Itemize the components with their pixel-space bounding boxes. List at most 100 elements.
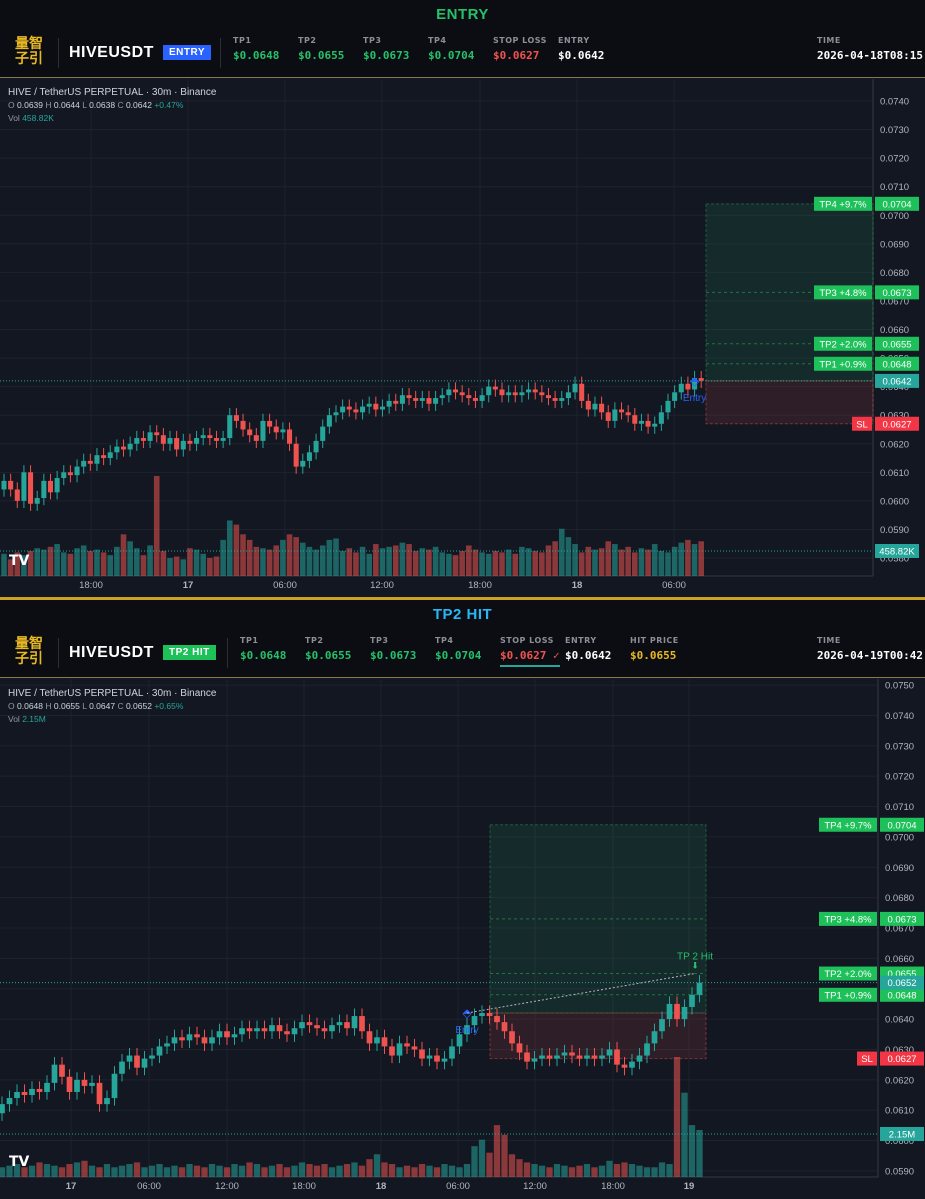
volume-bar: [446, 553, 452, 576]
field-time: TIME 2026-04-19T00:42: [817, 636, 923, 662]
price-tag-sl: [880, 1051, 924, 1066]
volume-bar: [120, 534, 127, 576]
candle: [471, 1016, 478, 1026]
volume-bar: [246, 539, 253, 576]
volume-bar: [246, 1162, 253, 1177]
volume-bar: [34, 548, 40, 576]
field-tp3: TP3 $0.0673: [363, 36, 410, 62]
candle: [439, 395, 445, 399]
y-tick-label: 0.0620: [880, 439, 909, 450]
volume-bar: [399, 542, 406, 576]
price-chart-entry[interactable]: 0.0580 0.0590 0.0600 0.0610 0.0620 0.0630 0.06…: [0, 79, 925, 598]
y-tick-label: 0.0730: [885, 741, 914, 752]
chart-svg[interactable]: 0.0590 0.0600 0.0610 0.0620 0.0630 0.0640 0.06…: [0, 679, 925, 1199]
volume-bar: [658, 1162, 666, 1177]
volume-bar: [538, 1165, 546, 1177]
candle: [576, 1055, 583, 1059]
volume-bar: [306, 546, 313, 576]
price-tag-tp4: [875, 196, 919, 211]
candle: [141, 1058, 148, 1068]
y-tick-label: 0.0670: [885, 924, 914, 935]
price-tag-text: 0.0704: [882, 199, 911, 210]
level-tag-text: TP3 +4.8%: [824, 914, 872, 925]
x-tick-label: 12:00: [215, 1181, 239, 1192]
volume-bar: [261, 1167, 268, 1177]
volume-bar: [160, 551, 167, 576]
volume-bar: [472, 549, 479, 576]
volume-bar: [478, 1139, 486, 1177]
volume-bar: [373, 1154, 381, 1177]
price-tag-tp1: [875, 356, 919, 371]
volume-bar: [220, 539, 226, 576]
x-tick-label: 18: [572, 580, 583, 591]
candle: [94, 455, 100, 464]
volume-bar: [396, 1167, 403, 1177]
x-tick-label: 12:00: [523, 1181, 547, 1192]
candle: [512, 392, 518, 396]
candle: [499, 389, 505, 396]
candle: [572, 383, 578, 393]
candle: [506, 392, 512, 396]
volume-bar: [60, 552, 67, 576]
price-tag-tp2: [875, 336, 919, 351]
volume-bar: [628, 1164, 636, 1177]
candle: [492, 386, 498, 390]
level-tag-sl: [852, 416, 872, 431]
candle: [692, 378, 698, 390]
chart-legend: HIVE / TetherUS PERPETUAL · 30m · Binanc…: [8, 687, 216, 726]
volume-bar: [291, 1165, 298, 1177]
volume-bar: [433, 1167, 441, 1177]
x-tick-label: 18:00: [468, 580, 492, 591]
candle: [201, 1037, 208, 1044]
y-tick-label: 0.0680: [885, 893, 914, 904]
candle: [379, 406, 386, 410]
volume-bar: [606, 1160, 613, 1177]
volume-bar: [156, 1164, 163, 1177]
level-tag-tp2: [814, 336, 872, 351]
price-chart-tp2-hit[interactable]: 0.0590 0.0600 0.0610 0.0620 0.0630 0.0640 0.06…: [0, 679, 925, 1199]
candle: [524, 1052, 530, 1062]
price-tag-text: 0.0673: [882, 288, 911, 299]
volume-bar: [585, 546, 592, 576]
field-tp1: TP1 $0.0648: [233, 36, 280, 62]
volume-bar: [300, 542, 306, 576]
level-tag-text: SL: [861, 1054, 873, 1065]
volume-bar: [286, 534, 293, 576]
candle: [171, 1037, 178, 1044]
candle: [299, 1022, 305, 1029]
volume-bar: [231, 1164, 238, 1177]
candle: [381, 1037, 388, 1047]
volume-bar: [107, 555, 114, 576]
candle: [269, 1025, 275, 1032]
candle: [689, 994, 695, 1007]
price-tag-sl: [875, 416, 919, 431]
volume-bar: [598, 548, 605, 576]
candle: [14, 489, 20, 501]
candle: [207, 435, 213, 439]
candle: [240, 420, 246, 430]
candle: [21, 1091, 28, 1096]
last-price-tag: [880, 975, 924, 990]
volume-bar: [441, 1164, 448, 1177]
y-tick-label: 0.0600: [885, 1136, 914, 1147]
candle: [154, 432, 160, 436]
level-tag-text: TP3 +4.8%: [819, 288, 867, 299]
candle: [531, 1058, 538, 1062]
legend-title: HIVE / TetherUS PERPETUAL · 30m · Binanc…: [8, 688, 217, 699]
volume-bar: [516, 1159, 523, 1177]
candle: [452, 389, 459, 393]
candle: [29, 1088, 35, 1096]
volume-bar: [280, 539, 286, 576]
volume-bar: [96, 1167, 103, 1177]
volume-bar: [643, 1167, 651, 1177]
candle: [8, 480, 14, 490]
chart-svg[interactable]: 0.05800.05900.06000.06100.06200.06300.06…: [0, 79, 925, 598]
volume-bar: [133, 1162, 141, 1177]
volume-bar: [426, 1165, 433, 1177]
candle: [519, 392, 525, 396]
candle: [479, 395, 485, 401]
volume-bar: [153, 476, 160, 576]
volume-bar: [118, 1165, 126, 1177]
volume-bar: [266, 549, 273, 576]
volume-bar: [43, 1164, 51, 1177]
